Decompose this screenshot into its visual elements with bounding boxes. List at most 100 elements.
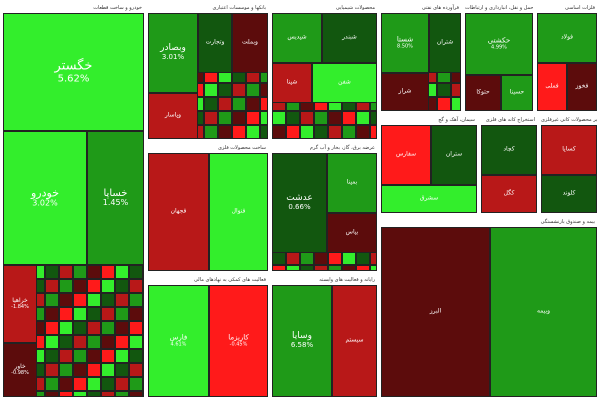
filler-tile xyxy=(260,125,268,139)
filler-tile xyxy=(101,307,115,321)
tile-label-group: کساپا xyxy=(542,146,596,154)
stock-tile[interactable]: وپاسار xyxy=(148,93,198,139)
stock-tile[interactable]: شبندر xyxy=(322,13,377,63)
filler-tile xyxy=(45,293,59,307)
tile-symbol: فولاد xyxy=(560,33,574,41)
tile-label-group: شبندر xyxy=(323,34,376,42)
filler-tile xyxy=(451,97,461,111)
filler-tile xyxy=(232,111,246,125)
filler-tile xyxy=(143,363,144,377)
stock-tile[interactable]: فارس 4.61% xyxy=(148,285,209,397)
sector-body: فارس 4.61% کاریزما -0.45% xyxy=(148,285,268,397)
sector-title: فلزات اساسی xyxy=(537,3,597,13)
stock-tile[interactable]: شفن xyxy=(312,63,377,103)
stock-tile[interactable]: خگستر 5.62% xyxy=(3,13,144,131)
stock-tile[interactable]: شراز xyxy=(381,73,429,111)
stock-tile[interactable]: فولاد xyxy=(537,13,597,63)
stock-tile[interactable]: خراهیا -1.84% xyxy=(3,265,37,343)
sector-body: وبصادر 3.01% وتجارت وبملت وپاسار xyxy=(148,13,268,139)
stock-tile[interactable]: سیستم xyxy=(332,285,377,397)
tile-symbol: خگستر xyxy=(54,58,93,74)
tile-symbol: کگل xyxy=(503,189,515,197)
stock-tile[interactable]: وبصادر 3.01% xyxy=(148,13,198,93)
tile-label-group: خگستر 5.62% xyxy=(4,58,143,85)
tile-change: -1.84% xyxy=(11,303,29,310)
filler-tile xyxy=(87,391,101,397)
tile-symbol: شپدیس xyxy=(287,33,307,41)
tile-label-group: سفارس xyxy=(382,150,430,159)
filler-tile xyxy=(129,363,143,377)
filler-tile xyxy=(129,307,143,321)
stock-tile[interactable]: سفارس xyxy=(381,125,431,185)
stock-tile[interactable]: حسینا xyxy=(501,75,533,111)
filler-tile xyxy=(73,363,87,377)
filler-tile xyxy=(101,321,115,335)
filler-tile xyxy=(87,293,101,307)
stock-tile[interactable]: خاور -0.98% xyxy=(3,343,37,397)
stock-tile[interactable]: کگل xyxy=(481,175,537,213)
stock-tile[interactable]: فملی xyxy=(537,63,567,111)
filler-tile xyxy=(115,265,129,279)
filler-tile xyxy=(451,83,461,97)
stock-tile[interactable]: کساپا xyxy=(541,125,597,175)
filler-tile xyxy=(59,265,73,279)
stock-tile[interactable]: وسایا 6.58% xyxy=(272,285,332,397)
filler-tile xyxy=(342,125,356,139)
stock-tile[interactable]: خساپا 1.45% xyxy=(87,131,144,265)
filler-tile xyxy=(218,111,232,125)
stock-tile[interactable]: حتوکا xyxy=(465,75,501,111)
stock-tile[interactable]: البرز xyxy=(381,227,490,397)
filler-tile xyxy=(129,349,143,363)
stock-tile[interactable]: فجهان xyxy=(148,153,209,271)
filler-tile xyxy=(87,377,101,391)
stock-tile[interactable]: بپاس xyxy=(327,213,377,253)
stock-tile[interactable]: بمپنا xyxy=(327,153,377,213)
tile-label-group: شپنا xyxy=(273,79,311,87)
stock-tile[interactable]: کلوند xyxy=(541,175,597,213)
stock-tile[interactable]: کاریزما -0.45% xyxy=(209,285,268,397)
sector-2: محصولات شیمیایی شپدیس شبندر شپنا شفن xyxy=(271,2,378,140)
tile-label-group: فملی xyxy=(538,83,566,91)
filler-tile xyxy=(232,97,246,111)
stock-tile[interactable]: شپدیس xyxy=(272,13,322,63)
tile-symbol: سفارس xyxy=(395,150,417,158)
stock-tile[interactable]: عدشت 0.66% xyxy=(272,153,327,253)
stock-tile[interactable]: ستران xyxy=(431,125,477,185)
stock-tile[interactable]: شستا 8.50% xyxy=(381,13,429,73)
filler-tile xyxy=(73,265,87,279)
sector-0: خودرو و ساخت قطعات خگستر 5.62% خودرو 3.02% خس… xyxy=(2,2,145,398)
stock-tile[interactable]: خودرو 3.02% xyxy=(3,131,87,265)
filler-tile xyxy=(204,111,218,125)
filler-tile xyxy=(356,125,370,139)
stock-tile[interactable]: فخوز xyxy=(567,63,597,111)
stock-tile[interactable]: وبیمه xyxy=(490,227,597,397)
tile-symbol: شفن xyxy=(338,78,351,86)
filler-tile xyxy=(115,363,129,377)
tile-symbol: حکشتی xyxy=(487,36,511,45)
tile-label-group: وبملت xyxy=(233,39,267,47)
tile-symbol: خساپا xyxy=(103,188,128,200)
stock-tile[interactable]: شپنا xyxy=(272,63,312,103)
filler-tile xyxy=(45,363,59,377)
stock-tile[interactable]: وبملت xyxy=(232,13,268,73)
filler-tile xyxy=(45,307,59,321)
tile-symbol: سیستم xyxy=(345,336,364,344)
sector-body: خگستر 5.62% خودرو 3.02% خساپا 1.45% خراهیا -1.8… xyxy=(3,13,144,397)
tile-symbol: فارس xyxy=(169,333,188,342)
filler-tile xyxy=(300,111,314,125)
filler-tile xyxy=(59,321,73,335)
tile-change: 4.61% xyxy=(170,341,187,348)
sector-title: حمل و نقل، انبارداری و ارتباطات xyxy=(465,3,533,13)
tile-label-group: ستران xyxy=(432,151,476,159)
stock-tile[interactable]: حکشتی 4.99% xyxy=(465,13,533,75)
filler-tile xyxy=(328,111,342,125)
stock-tile[interactable]: فنوال xyxy=(209,153,268,271)
filler-tile xyxy=(45,391,59,397)
filler-tile xyxy=(260,111,268,125)
filler-tile xyxy=(246,111,260,125)
stock-tile[interactable]: شتران xyxy=(429,13,461,73)
tile-symbol: وپاسار xyxy=(164,111,182,119)
stock-tile[interactable]: کچاد xyxy=(481,125,537,175)
stock-tile[interactable]: وتجارت xyxy=(198,13,232,73)
stock-tile[interactable]: سشرق xyxy=(381,185,477,213)
